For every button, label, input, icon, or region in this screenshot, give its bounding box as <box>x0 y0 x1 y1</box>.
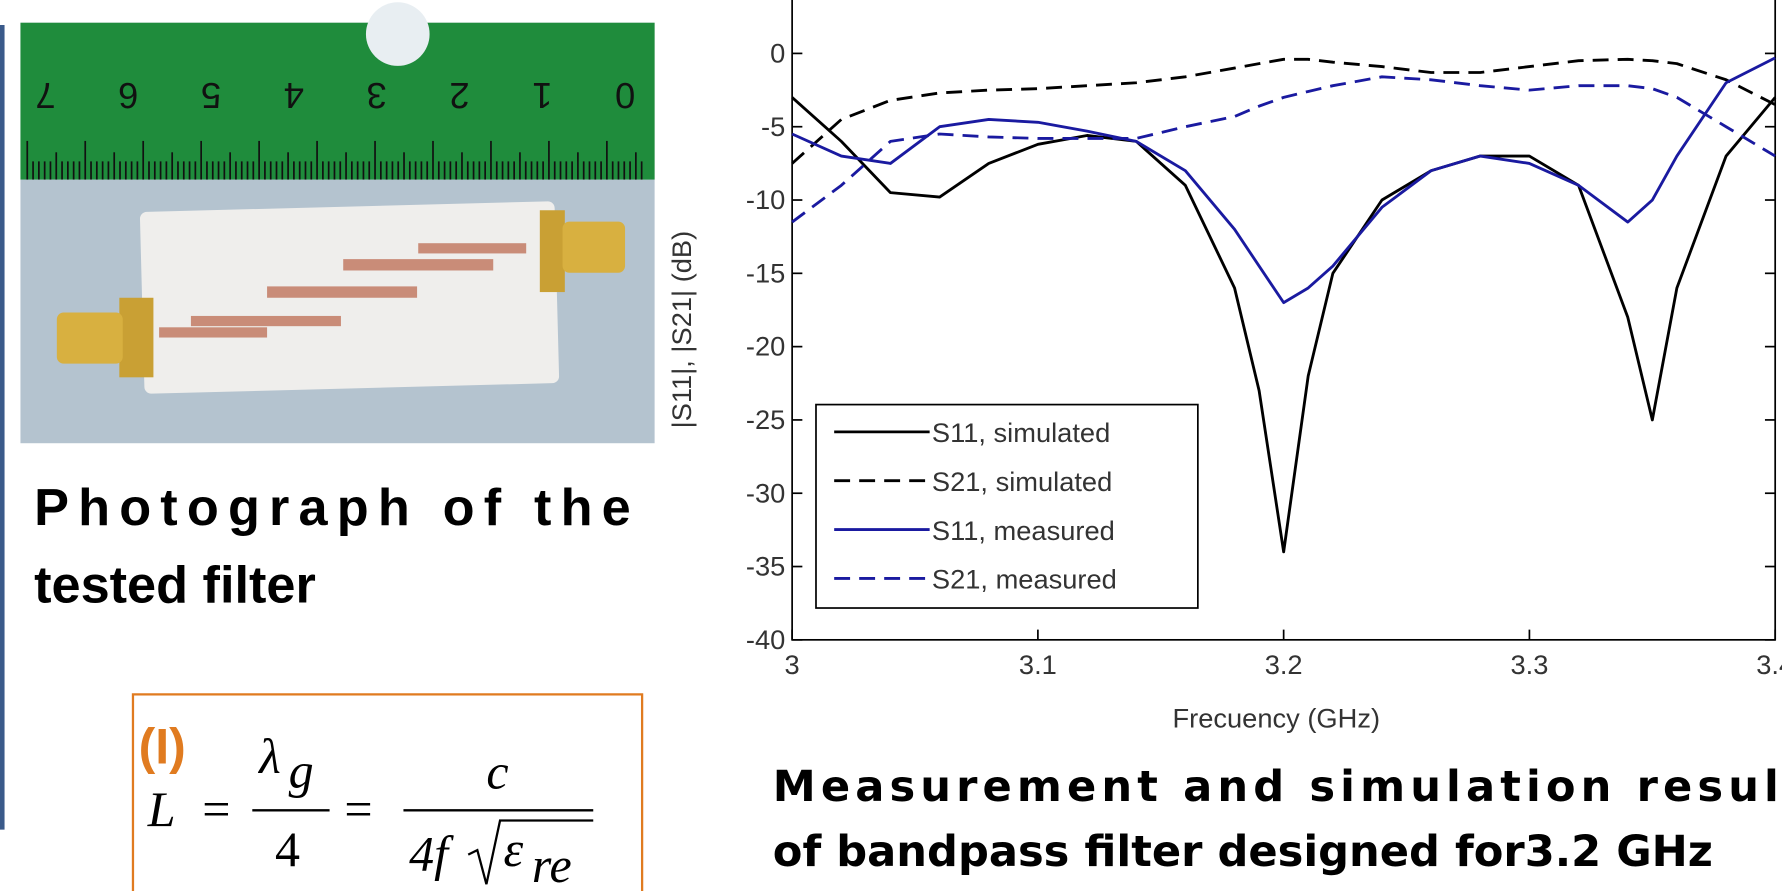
strip <box>343 259 494 271</box>
formula-symbol: 4 <box>275 821 300 877</box>
strip <box>190 315 341 327</box>
legend-label: S21, measured <box>932 564 1117 595</box>
y-tick-label: -35 <box>746 551 785 582</box>
series-line <box>791 96 1777 554</box>
connector <box>56 312 123 364</box>
ruler-label: 4 <box>284 75 304 116</box>
series-line <box>791 56 1776 305</box>
ruler-hole <box>365 2 430 66</box>
x-tick-label: 3 <box>785 649 800 680</box>
strip <box>159 327 268 338</box>
ruler-label: 7 <box>35 75 55 116</box>
formula-symbol: re <box>532 837 572 891</box>
series-line <box>791 57 1776 165</box>
y-axis-label: |S11|, |S21| (dB) <box>666 231 697 429</box>
formula-label: (I) <box>139 719 186 775</box>
legend-label: S21, simulated <box>932 466 1112 497</box>
y-tick-label: -30 <box>746 477 785 508</box>
photo: 7 6 5 4 3 2 1 0 <box>20 2 655 444</box>
y-tick-label: 0 <box>770 38 785 69</box>
formula-symbol: c <box>486 744 508 800</box>
strip <box>418 243 527 254</box>
ruler-label: 5 <box>201 75 221 116</box>
x-tick-label: 3.3 <box>1510 649 1548 680</box>
left-border <box>0 25 5 830</box>
caption-line: Photograph of the <box>34 479 631 537</box>
ruler-label: 1 <box>532 75 552 116</box>
caption-line: tested filter <box>34 556 316 614</box>
sqrt-sign <box>467 819 594 885</box>
connector-flange <box>119 297 154 378</box>
ruler-label: 3 <box>367 75 387 116</box>
formula-symbol: = <box>344 781 372 837</box>
x-tick-label: 3.2 <box>1265 649 1303 680</box>
formula-symbol: λ <box>257 728 281 784</box>
caption-line: Measurement and simulation results <box>773 762 1782 812</box>
y-tick-label: -5 <box>761 111 785 142</box>
ruler-label: 0 <box>615 75 635 116</box>
ruler-label: 6 <box>118 75 138 116</box>
y-tick-label: -15 <box>746 257 785 288</box>
y-tick-label: -40 <box>746 624 785 655</box>
strip <box>267 286 418 298</box>
formula-symbol: = <box>202 781 230 837</box>
series-line <box>791 75 1776 224</box>
ruler <box>20 22 655 180</box>
formula-symbol: g <box>289 743 314 799</box>
legend-label: S11, simulated <box>932 417 1110 448</box>
y-tick-label: -20 <box>746 331 785 362</box>
x-tick-label: 3.1 <box>1019 649 1057 680</box>
chart: -40 -35 -30 -25 -20 -15 -10 -5 0 3 3.1 3.2 3.3 3.4 S11… <box>746 0 1782 680</box>
connector-flange <box>539 210 565 293</box>
legend-box <box>815 403 1199 609</box>
y-tick-label: -25 <box>746 404 785 435</box>
ruler-label: 2 <box>449 75 469 116</box>
formula-symbol: L <box>147 781 176 837</box>
legend-label: S11, measured <box>932 515 1115 546</box>
formula-box <box>131 693 644 891</box>
x-tick-label: 3.4 <box>1756 649 1782 680</box>
formula-symbol: ε <box>503 821 523 877</box>
y-tick-label: -10 <box>746 184 785 215</box>
caption-line: of bandpass filter designed for3.2 GHz <box>773 827 1713 877</box>
formula-symbol: 4f <box>409 826 454 882</box>
x-axis-label: Frecuency (GHz) <box>1172 702 1380 733</box>
connector <box>562 221 626 273</box>
